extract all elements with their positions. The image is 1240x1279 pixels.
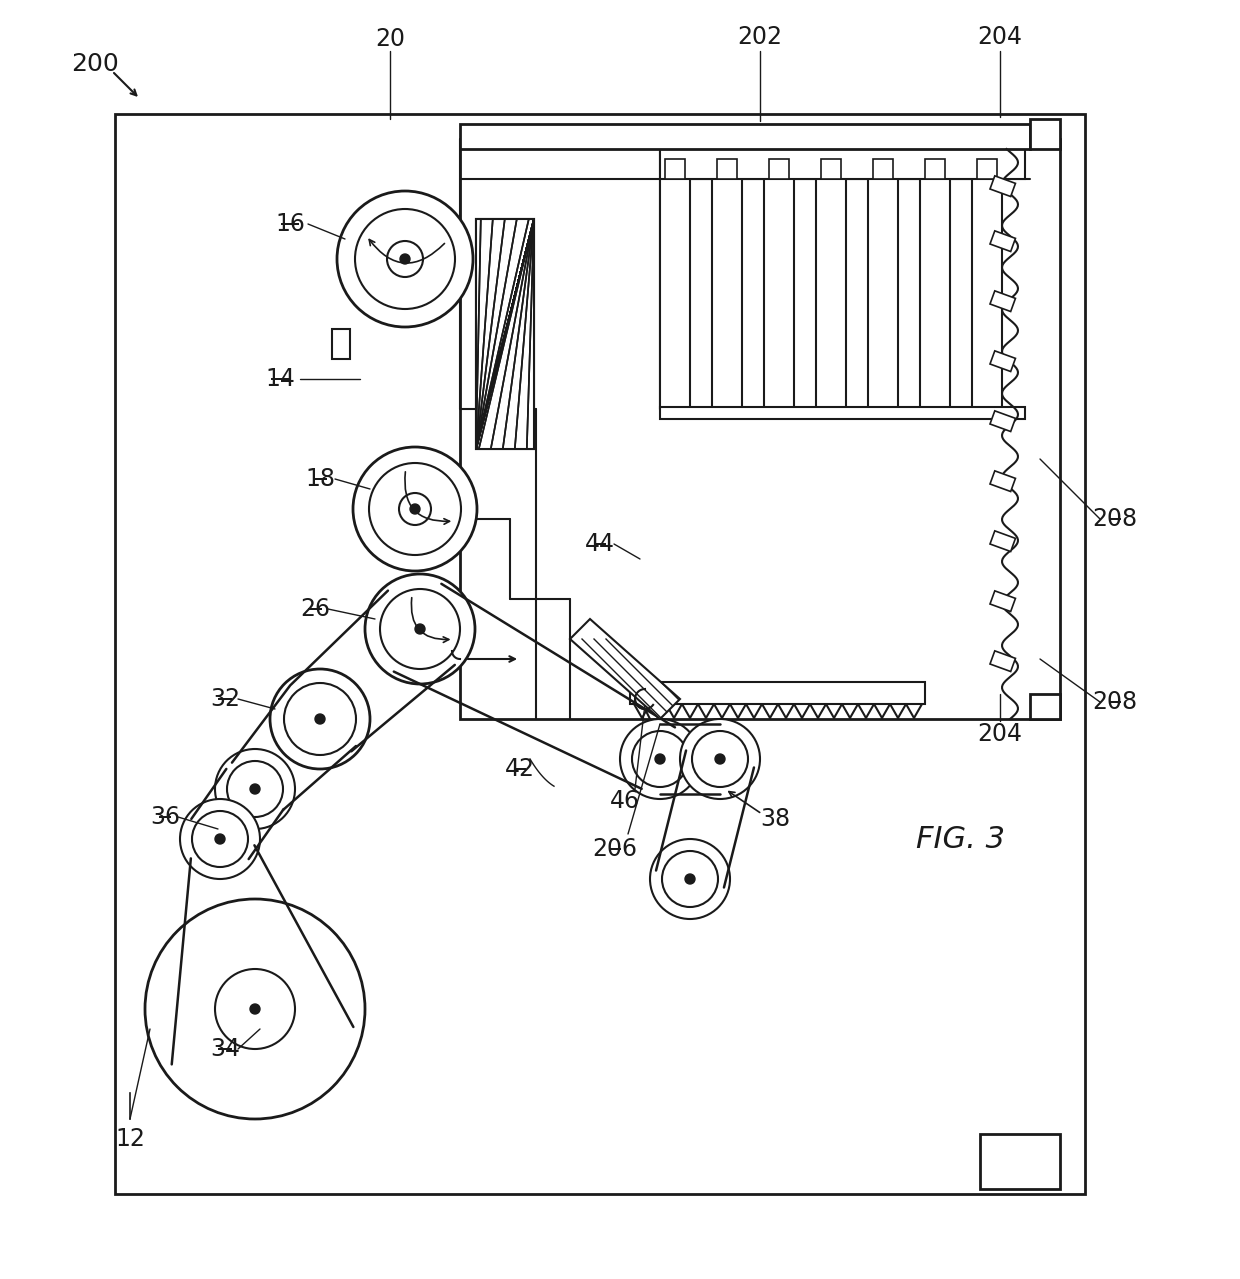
Text: 206: 206 — [593, 836, 637, 861]
Circle shape — [337, 191, 472, 327]
Circle shape — [662, 851, 718, 907]
Text: 20: 20 — [374, 27, 405, 51]
Circle shape — [410, 504, 420, 514]
Bar — [332, 329, 350, 359]
Text: 32: 32 — [210, 687, 241, 711]
Text: 18: 18 — [305, 467, 335, 491]
Bar — [873, 159, 893, 179]
Text: 38: 38 — [760, 807, 790, 831]
Text: 44: 44 — [585, 532, 615, 556]
Circle shape — [401, 255, 410, 263]
Bar — [460, 124, 1030, 148]
Bar — [660, 148, 1025, 179]
Bar — [630, 682, 925, 703]
Circle shape — [635, 689, 655, 709]
FancyBboxPatch shape — [339, 247, 472, 521]
Circle shape — [620, 719, 701, 799]
Bar — [476, 219, 534, 449]
Circle shape — [250, 784, 260, 794]
Text: 204: 204 — [977, 26, 1023, 49]
Bar — [925, 159, 945, 179]
Text: 202: 202 — [738, 26, 782, 49]
Bar — [990, 350, 1016, 371]
Bar — [476, 219, 534, 449]
Bar — [1030, 119, 1060, 148]
Bar — [990, 591, 1016, 611]
Text: 46: 46 — [610, 789, 640, 813]
Bar — [769, 159, 789, 179]
Bar — [990, 290, 1016, 312]
Circle shape — [632, 732, 688, 787]
Circle shape — [655, 755, 665, 764]
Circle shape — [353, 446, 477, 570]
Text: 208: 208 — [1092, 506, 1137, 531]
Text: 16: 16 — [275, 212, 305, 237]
Circle shape — [355, 208, 455, 310]
Circle shape — [145, 899, 365, 1119]
Bar — [460, 139, 1060, 719]
Circle shape — [315, 714, 325, 724]
Circle shape — [715, 755, 725, 764]
Circle shape — [192, 811, 248, 867]
Circle shape — [379, 590, 460, 669]
Bar — [821, 159, 841, 179]
Circle shape — [180, 799, 260, 879]
Circle shape — [215, 969, 295, 1049]
Circle shape — [284, 683, 356, 755]
Circle shape — [415, 624, 425, 634]
Bar — [977, 159, 997, 179]
Circle shape — [399, 492, 432, 524]
Bar — [990, 651, 1016, 671]
Circle shape — [370, 463, 461, 555]
Bar — [868, 148, 898, 409]
Bar — [712, 148, 742, 409]
Text: 204: 204 — [977, 723, 1023, 746]
Circle shape — [215, 749, 295, 829]
Polygon shape — [570, 619, 680, 719]
Text: 36: 36 — [150, 804, 180, 829]
Bar — [990, 230, 1016, 252]
Circle shape — [650, 839, 730, 920]
Bar — [990, 531, 1016, 551]
Bar — [717, 159, 737, 179]
Bar — [665, 159, 684, 179]
Bar — [660, 407, 1025, 420]
Bar — [990, 411, 1016, 431]
Bar — [115, 114, 1085, 1195]
Bar — [920, 148, 950, 409]
Text: FIG. 3: FIG. 3 — [915, 825, 1004, 853]
Circle shape — [684, 874, 694, 884]
Circle shape — [215, 834, 224, 844]
Bar — [980, 1134, 1060, 1189]
Bar — [990, 175, 1016, 197]
Text: 42: 42 — [505, 757, 534, 781]
Bar — [660, 148, 689, 409]
Bar — [972, 148, 1002, 409]
Text: 12: 12 — [115, 1127, 145, 1151]
Circle shape — [680, 719, 760, 799]
Circle shape — [692, 732, 748, 787]
Text: 208: 208 — [1092, 689, 1137, 714]
Bar — [764, 148, 794, 409]
Bar — [1030, 694, 1060, 719]
Circle shape — [365, 574, 475, 684]
Circle shape — [270, 669, 370, 769]
Circle shape — [227, 761, 283, 817]
Text: 26: 26 — [300, 597, 330, 622]
Circle shape — [250, 1004, 260, 1014]
Bar — [990, 471, 1016, 491]
Text: 34: 34 — [210, 1037, 241, 1062]
Bar — [816, 148, 846, 409]
Text: 14: 14 — [265, 367, 295, 391]
Text: 200: 200 — [71, 52, 119, 75]
Circle shape — [387, 240, 423, 278]
